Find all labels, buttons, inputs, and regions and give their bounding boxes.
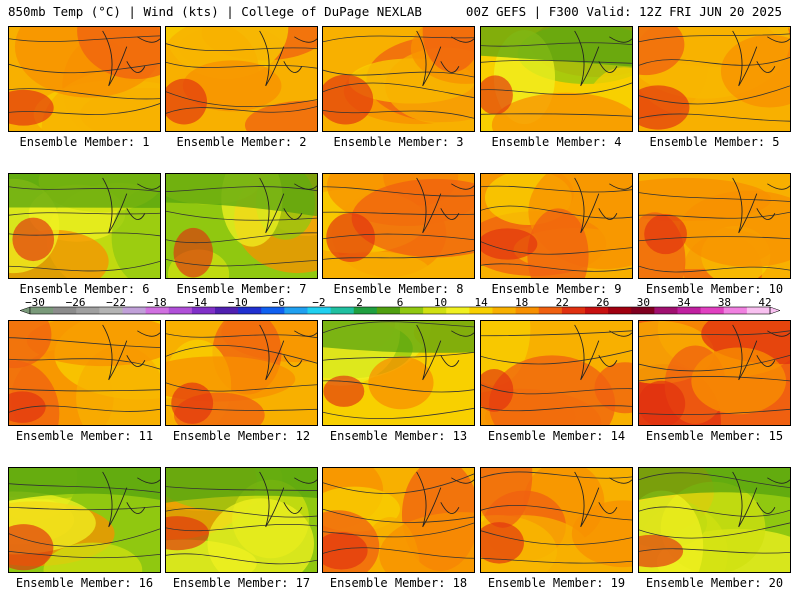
ensemble-member-map [638,26,791,132]
ensemble-member-label: Ensemble Member: 15 [645,429,784,443]
ensemble-member-map [165,467,318,573]
ensemble-member-map [638,467,791,573]
colorbar-tick-label: 34 [677,296,691,309]
ensemble-member-label: Ensemble Member: 17 [172,576,311,590]
colorbar-segment [423,307,447,314]
ensemble-member-label: Ensemble Member: 2 [176,135,307,149]
colorbar-segment [168,307,193,314]
colorbar-segment [746,307,771,314]
ensemble-member-label: Ensemble Member: 6 [19,282,150,296]
colorbar-segment [677,307,702,314]
colorbar-segment [307,307,332,314]
ensemble-member-map [165,173,318,279]
colorbar-tick-label: 14 [474,296,488,309]
colorbar-segment [353,307,378,314]
ensemble-member-label: Ensemble Member: 11 [15,429,154,443]
colorbar-tick-label: −26 [65,296,86,309]
ensemble-member-label: Ensemble Member: 16 [15,576,154,590]
colorbar-segment [215,307,239,314]
ensemble-member-label: Ensemble Member: 18 [329,576,468,590]
colorbar-segment [191,307,216,314]
colorbar-tick-label: 10 [433,296,448,309]
colorbar-tick-label: 26 [596,296,610,309]
ensemble-member-map [165,320,318,426]
run-valid-time: 00Z GEFS | F300 Valid: 12Z FRI JUN 20 20… [465,4,782,19]
ensemble-member-map [480,467,633,573]
colorbar-tick-label: 38 [717,296,732,309]
colorbar-tick-label: 30 [636,296,650,309]
colorbar-segment [700,307,725,314]
ensemble-member-label: Ensemble Member: 20 [645,576,784,590]
ensemble-member-map [8,467,161,573]
colorbar-tick-label: −30 [25,296,45,309]
ensemble-member-label: Ensemble Member: 13 [329,429,468,443]
colorbar-segment [446,307,470,314]
ensemble-member-map [638,173,791,279]
ensemble-member-map [480,173,633,279]
temperature-colorbar [19,306,781,315]
ensemble-member-map [480,320,633,426]
ensemble-member-label: Ensemble Member: 7 [176,282,307,296]
ensemble-member-map [638,320,791,426]
colorbar-segment [538,307,563,314]
ensemble-member-label: Ensemble Member: 19 [487,576,626,590]
colorbar-tick-label: −2 [312,296,326,309]
colorbar-segment [585,307,609,314]
colorbar-tick-label: 6 [396,296,404,309]
colorbar-segment [400,307,424,314]
colorbar-segment [261,307,285,314]
colorbar-segment [469,307,493,314]
ensemble-member-label: Ensemble Member: 12 [172,429,311,443]
ensemble-member-map [165,26,318,132]
ensemble-member-label: Ensemble Member: 14 [487,429,626,443]
ensemble-member-label: Ensemble Member: 9 [491,282,622,296]
ensemble-member-map [8,320,161,426]
colorbar-segment [492,307,517,314]
colorbar-tick-label: 2 [356,296,363,309]
colorbar-tick-label: −6 [271,296,285,309]
map-title: 850mb Temp (°C) | Wind (kts) | College o… [8,4,422,19]
colorbar-segment [238,307,262,314]
colorbar-segment [723,307,748,314]
colorbar-segment [30,307,54,314]
ensemble-member-map [322,26,475,132]
colorbar-segment [654,307,678,314]
colorbar-segment [330,307,355,314]
colorbar-tick-label: 18 [515,296,529,309]
ensemble-member-map [322,467,475,573]
colorbar-tick-label: −10 [227,296,248,309]
ensemble-member-map [8,173,161,279]
colorbar-tick-label: 22 [555,296,569,309]
colorbar-segment [76,307,100,314]
colorbar-tick-label: 42 [758,296,772,309]
colorbar-segment [145,307,170,314]
ensemble-member-label: Ensemble Member: 10 [645,282,784,296]
ensemble-member-map [322,173,475,279]
colorbar-segment [608,307,632,314]
colorbar-tick-label: −14 [187,296,208,309]
ensemble-member-label: Ensemble Member: 5 [649,135,780,149]
colorbar-segment [561,307,586,314]
colorbar-tick-label: −18 [146,296,167,309]
ensemble-member-label: Ensemble Member: 4 [491,135,622,149]
colorbar-tick-label: −22 [106,296,127,309]
ensemble-member-map [480,26,633,132]
colorbar-segment [122,307,147,314]
colorbar-segment [376,307,401,314]
ensemble-member-label: Ensemble Member: 3 [333,135,464,149]
ensemble-member-label: Ensemble Member: 1 [19,135,150,149]
colorbar-segment [53,307,77,314]
ensemble-member-label: Ensemble Member: 8 [333,282,464,296]
colorbar-segment [99,307,123,314]
colorbar-segment [631,307,655,314]
ensemble-member-map [322,320,475,426]
colorbar-segment [284,307,308,314]
ensemble-member-map [8,26,161,132]
colorbar-segment [515,307,540,314]
